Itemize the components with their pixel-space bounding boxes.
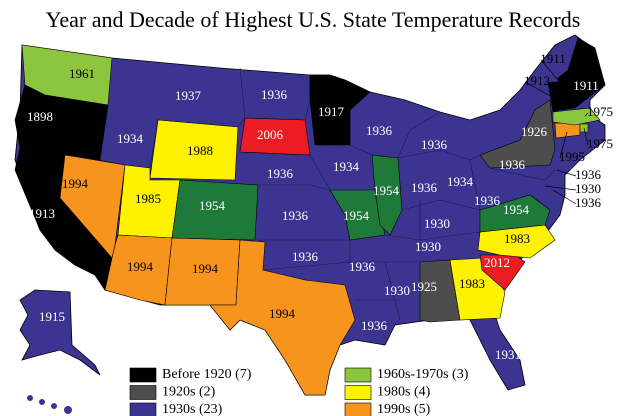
leader-line [544,185,577,191]
state-record-year: 2006 [257,127,284,142]
state [479,99,556,169]
state-record-year: 1937 [175,88,202,103]
state-record-year: 1925 [411,279,437,294]
leader-line [583,127,589,146]
state [479,194,551,233]
legend-swatch [129,385,157,400]
legend-swatch [344,402,372,416]
state-record-year: 1994 [62,176,89,191]
state-record-year: 1954 [373,183,400,198]
state [171,179,259,241]
state-record-year: 1975 [587,104,613,119]
state-record-year: 1934 [117,131,144,146]
state [552,107,601,126]
state [14,84,109,161]
state-record-year: 1936 [421,137,448,152]
state [579,123,589,133]
state-record-year: 1915 [39,309,65,324]
state-record-year: 1995 [559,149,585,164]
state [149,119,239,181]
state-record-year: 1930 [384,283,410,298]
state-record-year: 1985 [135,191,161,206]
legend-label: 1930s (23) [162,402,223,416]
state-record-year: 1954 [199,198,226,213]
state-record-year: 1936 [575,167,602,182]
state-record-year: 1911 [573,78,599,93]
state-record-year: 1936 [361,318,388,333]
state [419,259,461,323]
state-record-year: 1975 [587,136,613,151]
state-record-year: 1954 [343,208,370,223]
state-record-year: 1936 [366,123,393,138]
state-record-year: 1917 [318,104,345,119]
state [554,122,581,139]
state-record-year: 1936 [499,157,526,172]
legend-label: 1990s (5) [377,402,431,416]
state-record-year: 1930 [575,181,601,196]
state [309,74,371,146]
leader-line [556,169,577,177]
map-title: Year and Decade of Highest U.S. State Te… [46,7,581,32]
legend-label: 1960s-1970s (3) [377,367,469,382]
state-record-year: 1961 [69,66,95,81]
state-record-year: 1936 [292,249,319,264]
legend-swatch [129,402,157,416]
state-record-year: 1983 [459,276,485,291]
state [329,189,386,241]
state-record-year: 1926 [521,124,548,139]
leader-line [524,81,555,99]
state-record-year: 1936 [575,195,602,210]
state-record-year: 1936 [282,208,309,223]
state-record-year: 1913 [29,206,55,221]
state-record-year: 1936 [474,193,501,208]
state-record-year: 1930 [415,239,441,254]
leader-line [540,59,566,89]
state-record-year: 1934 [333,159,360,174]
state-record-year: 1911 [540,51,566,66]
leader-line [559,131,568,159]
state-record-year: 1994 [127,259,154,274]
state [371,154,403,236]
leader-line [584,112,589,117]
legend-label: Before 1920 (7) [162,367,252,382]
legend-label: 1920s (2) [162,385,216,400]
state-record-year: 1954 [503,202,530,217]
hawaii [27,395,72,414]
state [209,239,356,396]
legend-label: 1980s (4) [377,385,431,400]
state-record-year: 1983 [504,231,530,246]
state [567,37,606,109]
state-record-year: 1898 [27,109,53,124]
state-record-year: 1936 [261,87,288,102]
state-record-year: 2012 [484,255,510,270]
state-record-year: 1988 [187,143,213,158]
leader-line [552,189,577,205]
state-record-year: 1994 [192,261,219,276]
legend-swatch [344,367,372,383]
state-record-year: 1936 [411,180,438,195]
state-record-year: 1930 [424,216,450,231]
legend-swatch [344,385,372,400]
state-record-year: 1931 [495,347,521,362]
state-record-year: 1994 [269,306,296,321]
state-record-year: 1912 [524,73,550,88]
state-record-year: 1936 [349,259,376,274]
state [239,117,311,156]
state-record-year: 1936 [267,166,294,181]
legend-swatch [129,367,157,383]
state-record-year: 1934 [447,174,474,189]
alaska [19,289,101,376]
